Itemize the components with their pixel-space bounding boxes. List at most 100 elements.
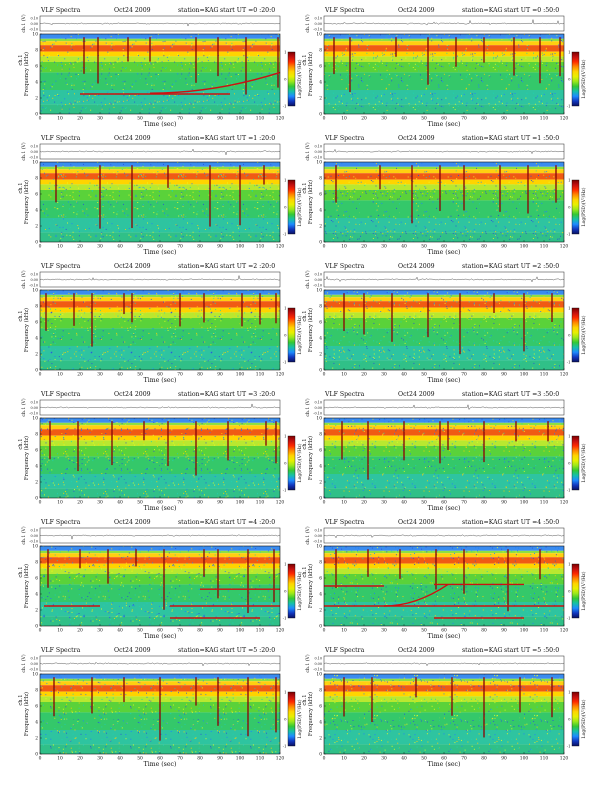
freq-tick-label: 8 xyxy=(319,305,322,310)
amplitude-tick-label: -0.10 xyxy=(313,156,322,160)
channel-label: ch.1 xyxy=(18,566,24,577)
freq-tick-label: 6 xyxy=(35,321,38,326)
hiss-column xyxy=(167,421,169,467)
time-tick-label: 100 xyxy=(236,501,245,506)
freq-tick-label: 0 xyxy=(35,241,38,246)
panel-start-time: start UT =0 :50:0 xyxy=(504,7,559,14)
hiss-column xyxy=(341,421,343,460)
amplitude-tick-label: 0.00 xyxy=(30,534,38,538)
hiss-column xyxy=(143,421,145,441)
time-tick-label: 10 xyxy=(341,501,347,506)
freq-tick-label: 6 xyxy=(319,577,322,582)
freq-tick-label: 8 xyxy=(319,49,322,54)
panel-title: VLF Spectra xyxy=(40,263,81,270)
spectrogram-image xyxy=(324,162,564,242)
time-tick-label: 60 xyxy=(157,245,163,250)
panel-station: station=KAG xyxy=(178,135,219,142)
time-tick-label: 0 xyxy=(323,117,326,122)
colorbar-tick-label: 1 xyxy=(284,178,286,183)
hiss-column xyxy=(335,549,337,589)
freq-tick-label: 2 xyxy=(35,225,38,230)
time-tick-label: 50 xyxy=(137,757,143,762)
freq-tick-label: 2 xyxy=(35,609,38,614)
colorbar-tick-label: -1 xyxy=(567,232,571,237)
panel-station: station=KAG xyxy=(178,263,219,270)
spectrogram-image xyxy=(40,418,280,498)
time-tick-label: 80 xyxy=(481,245,487,250)
time-tick-label: 90 xyxy=(217,629,223,634)
colorbar-tick-label: 1 xyxy=(284,50,286,55)
panel-title: VLF Spectra xyxy=(324,391,365,398)
colorbar-tick-label: 1 xyxy=(568,178,570,183)
panel-station: station=KAG xyxy=(178,7,219,14)
amplitude-tick-label: 0.00 xyxy=(314,278,322,282)
freq-tick-label: 4 xyxy=(35,209,38,214)
freq-tick-label: 0 xyxy=(319,369,322,374)
freq-tick-label: 10 xyxy=(316,33,322,38)
time-tick-label: 90 xyxy=(501,117,507,122)
time-tick-label: 120 xyxy=(560,245,569,250)
hiss-column xyxy=(247,549,249,614)
time-tick-label: 60 xyxy=(157,501,163,506)
amplitude-tick-label: 0.00 xyxy=(30,150,38,154)
hiss-column xyxy=(49,421,51,460)
panel-start-time: start UT =5 :50:0 xyxy=(504,647,559,654)
colorbar-tick-label: -1 xyxy=(283,232,287,237)
time-tick-label: 50 xyxy=(137,629,143,634)
time-tick-label: 70 xyxy=(461,757,467,762)
time-tick-label: 80 xyxy=(197,629,203,634)
panel-title: VLF Spectra xyxy=(40,519,81,526)
colorbar-tick-label: -1 xyxy=(283,744,287,749)
colorbar-label: Log(PSD)(V²/Hz) xyxy=(296,187,303,226)
hiss-column xyxy=(459,293,461,355)
time-tick-label: 20 xyxy=(361,117,367,122)
hiss-column xyxy=(483,37,485,63)
channel-label: ch.1 xyxy=(18,54,24,65)
hiss-column xyxy=(245,37,247,95)
colorbar-tick-label: 1 xyxy=(568,690,570,695)
time-tick-label: 80 xyxy=(197,757,203,762)
hiss-column xyxy=(79,549,81,569)
freq-tick-label: 8 xyxy=(35,177,38,182)
time-tick-label: 30 xyxy=(381,757,387,762)
hiss-column xyxy=(209,165,211,227)
amplitude-trace xyxy=(323,404,565,410)
hiss-column xyxy=(73,293,75,326)
time-tick-label: 0 xyxy=(39,629,42,634)
channel-label: ch.1 xyxy=(302,310,308,321)
frequency-axis-label: Frequency (kHz) xyxy=(23,692,30,736)
time-tick-label: 20 xyxy=(77,757,83,762)
colorbar xyxy=(287,563,296,619)
freq-tick-label: 8 xyxy=(35,561,38,566)
time-tick-label: 40 xyxy=(401,373,407,378)
frequency-axis-label: Frequency (kHz) xyxy=(23,564,30,608)
hiss-column xyxy=(403,421,405,461)
amplitude-axis-label: ch.1 (V) xyxy=(304,398,311,416)
amplitude-tick-label: 0.10 xyxy=(314,273,322,277)
time-tick-label: 120 xyxy=(276,501,285,506)
time-tick-label: 40 xyxy=(401,245,407,250)
time-tick-label: 50 xyxy=(421,373,427,378)
time-tick-label: 20 xyxy=(361,629,367,634)
panel-station: station=KAG xyxy=(462,7,503,14)
time-axis-label: Time (sec) xyxy=(144,633,177,640)
time-tick-label: 120 xyxy=(276,757,285,762)
colorbar-tick-label: 0 xyxy=(568,205,571,210)
time-tick-label: 90 xyxy=(501,245,507,250)
time-tick-label: 120 xyxy=(560,373,569,378)
spectrogram-panel: VLF Spectra Oct24 2009 station=KAG start UT… xyxy=(302,519,587,640)
amplitude-tick-label: 0.10 xyxy=(30,17,38,21)
time-tick-label: 90 xyxy=(217,117,223,122)
panel-date: Oct24 2009 xyxy=(114,263,151,270)
hiss-column xyxy=(439,421,441,464)
amplitude-tick-label: -0.10 xyxy=(29,668,38,672)
colorbar-tick-label: 1 xyxy=(284,562,286,567)
freq-tick-label: 6 xyxy=(319,193,322,198)
hiss-column xyxy=(149,37,151,62)
time-axis-label: Time (sec) xyxy=(428,249,461,256)
time-tick-label: 110 xyxy=(540,501,549,506)
spectrogram-panel: VLF Spectra Oct24 2009 station=KAG start UT… xyxy=(302,7,587,128)
time-tick-label: 120 xyxy=(560,117,569,122)
spectrogram-panel: VLF Spectra Oct24 2009 station=KAG start UT… xyxy=(302,647,587,768)
time-tick-label: 60 xyxy=(441,373,447,378)
